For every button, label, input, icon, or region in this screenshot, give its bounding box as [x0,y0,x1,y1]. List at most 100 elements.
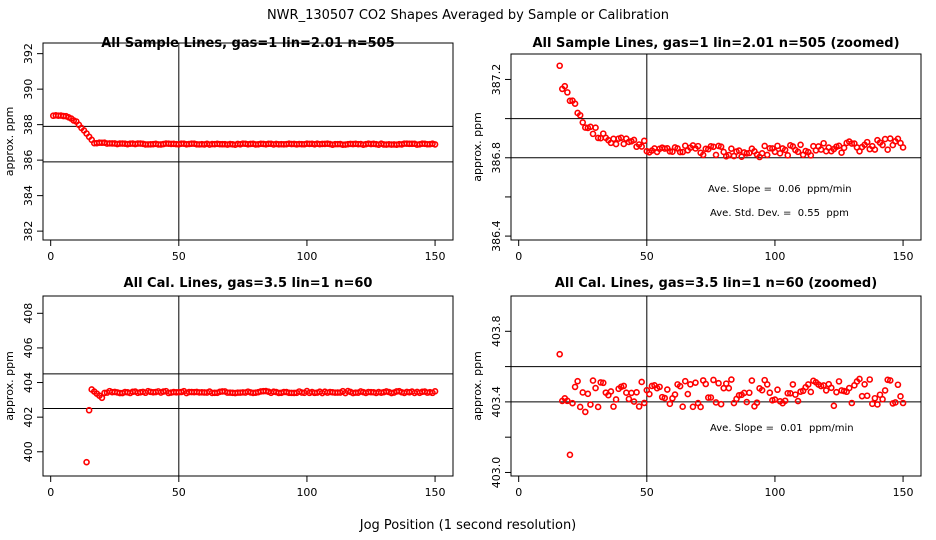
y-tick-label: 403.0 [490,457,503,489]
y-axis-label: approx. ppm [3,107,16,177]
x-tick-label: 0 [47,486,54,499]
x-tick-label: 50 [640,486,654,499]
data-point [664,386,671,393]
data-point [728,145,735,152]
data-point [566,451,574,459]
data-point [794,397,802,405]
panel-cal-lines: All Cal. Lines, gas=3.5 lin=1 n=60 approx… [3,276,454,499]
data-point [661,394,669,402]
x-tick-label: 150 [425,486,446,499]
y-tick-label: 386 [22,150,35,171]
figure-xlabel: Jog Position (1 second resolution) [359,518,577,533]
panel-title: All Cal. Lines, gas=3.5 lin=1 n=60 (zoom… [555,276,877,291]
y-tick-label: 382 [22,221,35,242]
data-point [792,391,799,398]
data-point [743,398,751,406]
data-point [863,138,871,146]
data-point [871,394,879,402]
data-point [705,394,712,401]
data-point [886,377,894,384]
data-point [610,403,617,410]
data-point [556,62,563,70]
data-point [628,389,635,397]
data-point [574,377,581,385]
y-tick-label: 408 [22,303,35,324]
data-point [879,395,886,403]
plot-frame [510,295,922,477]
data-point [840,144,848,152]
panel-sample-lines-zoomed: All Sample Lines, gas=1 lin=2.01 n=505 (… [471,36,922,263]
data-point [763,381,771,388]
data-point [694,142,702,150]
panel-title: All Sample Lines, gas=1 lin=2.01 n=505 [101,36,395,51]
data-point [620,140,628,148]
data-point [85,406,93,414]
data-point [566,97,574,105]
x-tick-label: 50 [640,250,654,263]
x-tick-label: 150 [893,486,914,499]
data-point [856,375,863,383]
data-point [83,458,90,466]
data-point [610,135,617,143]
data-point [431,388,439,395]
data-point [607,388,615,395]
data-point [625,395,633,403]
data-point [612,396,620,403]
data-point [899,399,907,407]
data-point [579,389,587,396]
y-tick-label: 386.4 [490,220,503,252]
data-point [656,383,663,391]
data-point [712,151,720,159]
data-point [781,146,789,154]
data-point [671,391,679,398]
data-point [640,399,648,407]
data-point [589,130,597,138]
y-tick-label: 388 [22,114,35,135]
data-point [763,151,771,159]
data-point [771,148,779,156]
data-point [758,386,766,394]
data-point [564,397,571,405]
data-point [748,377,756,384]
data-point [861,380,868,388]
data-point [640,137,648,145]
data-point [869,400,876,408]
data-point [758,150,766,157]
data-point [743,150,751,157]
data-point [576,111,584,119]
data-point [784,389,792,397]
data-point [899,144,907,151]
data-point [717,143,725,150]
plot-frame [42,42,454,241]
data-point [866,376,874,383]
y-axis-label: approx. ppm [3,351,16,421]
data-point [571,383,579,391]
data-point [886,135,894,142]
data-point [766,389,774,397]
x-tick-label: 100 [764,486,785,499]
data-point [666,148,674,155]
data-point [431,141,439,148]
y-tick-label: 404 [22,372,35,393]
data-point [661,145,669,152]
data-point [871,146,879,153]
data-point [784,152,792,159]
data-point [848,140,856,147]
data-point [807,152,815,159]
x-tick-label: 100 [764,250,785,263]
y-tick-label: 386.8 [490,142,503,174]
data-point [781,397,789,405]
annotation-text: Ave. Std. Dev. = 0.55 ppm [710,208,849,219]
data-point [822,387,830,394]
data-point [830,402,838,410]
data-point [564,89,571,96]
y-tick-label: 403.8 [490,316,503,348]
data-point [702,145,710,153]
data-point [638,378,645,386]
data-point [620,382,628,390]
data-point [863,392,871,400]
data-point [676,382,684,390]
x-tick-label: 0 [515,486,522,499]
data-point [820,139,827,147]
